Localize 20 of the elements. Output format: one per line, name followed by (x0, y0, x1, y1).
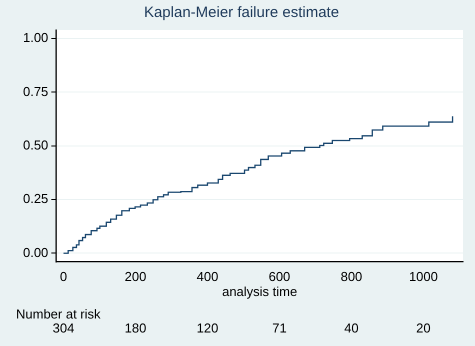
y-tick-label: 1.00 (22, 30, 48, 46)
y-tick-label: 0.25 (22, 191, 48, 206)
x-tick-label: 1000 (408, 269, 438, 284)
text: 304 (52, 320, 74, 336)
text: Number at risk (16, 306, 102, 322)
y-tick-label: 0.75 (22, 84, 48, 99)
y-tick-label: 0.50 (22, 137, 48, 152)
text: 120 (196, 320, 218, 336)
x-tick-label: 0 (60, 269, 68, 284)
x-tick-label: 200 (124, 269, 146, 284)
x-tick-label: 800 (340, 269, 362, 284)
text: 71 (272, 320, 287, 336)
chart-title: Kaplan-Meier failure estimate (144, 4, 340, 22)
text: 180 (124, 320, 146, 336)
x-tick-label: 400 (196, 269, 218, 284)
x-axis-title: analysis time (222, 284, 298, 299)
x-tick-label: 600 (268, 269, 290, 284)
text: 20 (416, 320, 431, 336)
y-tick-label: 0.00 (22, 244, 48, 260)
text: 40 (344, 320, 359, 336)
